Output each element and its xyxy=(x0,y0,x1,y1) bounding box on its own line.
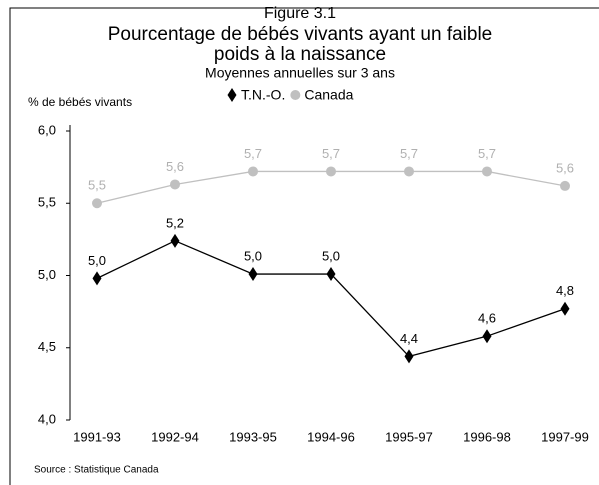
data-label: 5,5 xyxy=(88,178,106,193)
x-tick-label: 1993-95 xyxy=(229,429,277,444)
marker xyxy=(248,166,258,177)
data-label: 5,7 xyxy=(244,146,262,161)
data-label: 5,0 xyxy=(244,248,262,263)
legend-label: T.N.-O. xyxy=(241,87,285,103)
marker xyxy=(92,271,102,286)
x-tick-label: 1992-94 xyxy=(151,429,199,444)
data-label: 5,7 xyxy=(322,146,340,161)
data-label: 5,6 xyxy=(166,159,184,174)
x-tick-label: 1996-98 xyxy=(463,429,511,444)
y-tick-label: 5,0 xyxy=(38,267,56,282)
legend-marker xyxy=(227,88,237,102)
chart-subtitle: Moyennes annuelles sur 3 ans xyxy=(205,65,395,81)
y-tick-label: 4,5 xyxy=(38,339,56,354)
x-tick-label: 1994-96 xyxy=(307,429,355,444)
marker xyxy=(560,301,570,316)
y-tick-label: 6,0 xyxy=(38,122,56,137)
data-label: 5,0 xyxy=(322,248,340,263)
data-label: 5,7 xyxy=(400,146,418,161)
y-tick-label: 4,0 xyxy=(38,411,56,426)
marker xyxy=(482,329,492,344)
chart-title: Pourcentage de bébés vivants ayant un fa… xyxy=(108,24,493,45)
data-label: 4,4 xyxy=(400,331,418,346)
data-label: 4,8 xyxy=(556,283,574,298)
frame xyxy=(9,7,599,485)
marker xyxy=(92,198,102,209)
legend-label: Canada xyxy=(304,87,353,103)
marker xyxy=(482,166,492,177)
marker xyxy=(404,166,414,177)
x-tick-label: 1995-97 xyxy=(385,429,433,444)
x-tick-label: 1991-93 xyxy=(73,429,121,444)
marker xyxy=(560,180,570,191)
data-label: 5,7 xyxy=(478,146,496,161)
x-tick-label: 1997-99 xyxy=(541,429,589,444)
marker xyxy=(170,179,180,190)
marker xyxy=(326,166,336,177)
y-axis-label: % de bébés vivants xyxy=(28,95,132,109)
marker xyxy=(248,267,258,282)
y-tick-label: 5,5 xyxy=(38,195,56,210)
data-label: 4,6 xyxy=(478,311,496,326)
marker xyxy=(326,267,336,282)
data-label: 5,6 xyxy=(556,160,574,175)
chart-title: poids à la naissance xyxy=(214,44,386,65)
data-label: 5,2 xyxy=(166,215,184,230)
marker xyxy=(170,233,180,248)
marker xyxy=(404,349,414,364)
legend-marker xyxy=(290,90,301,100)
source: Source : Statistique Canada xyxy=(34,465,159,476)
figure-number: Figure 3.1 xyxy=(264,5,336,22)
data-label: 5,0 xyxy=(88,253,106,268)
